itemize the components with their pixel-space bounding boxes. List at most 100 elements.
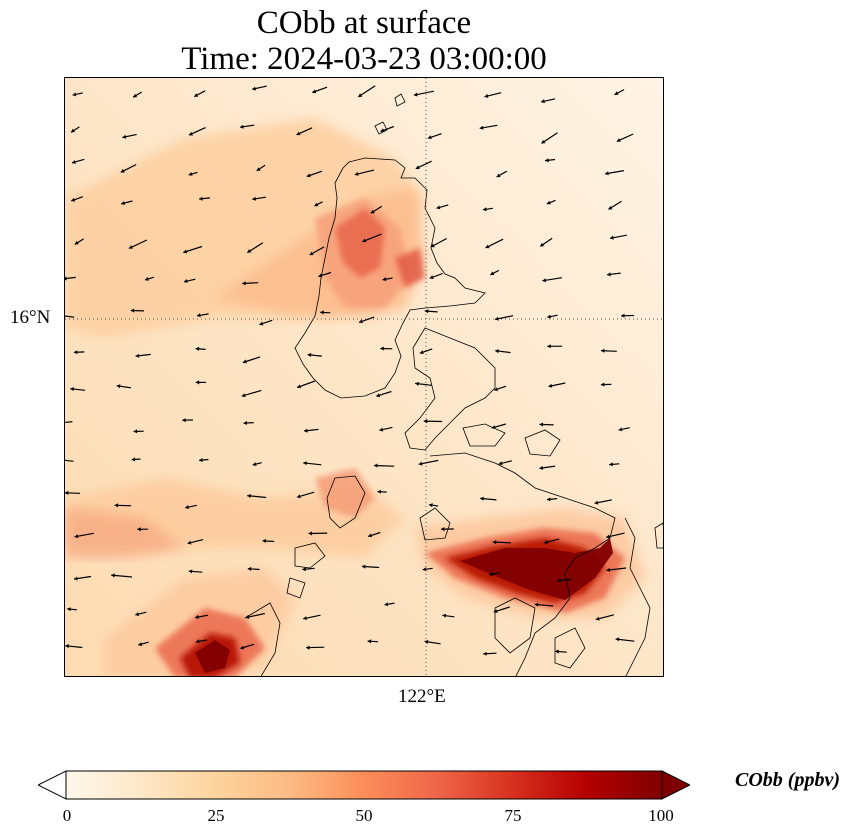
wind-arrow-head	[358, 93, 363, 97]
wind-arrow-head	[539, 422, 544, 427]
wind-arrow-head	[606, 534, 610, 539]
wind-arrow-head	[595, 616, 600, 621]
wind-arrow-head	[484, 93, 489, 98]
wind-arrow-head	[245, 614, 250, 619]
wind-arrow-head	[241, 393, 246, 398]
wind-arrow-head	[496, 173, 501, 178]
wind-arrow-head	[483, 651, 487, 656]
wind-vectors	[65, 85, 635, 656]
wind-arrow-head	[65, 490, 69, 495]
wind-arrow-head	[145, 277, 149, 281]
colorbar-label: CObb (ppbv)	[735, 769, 840, 791]
wind-arrow-head	[120, 168, 125, 173]
wind-arrow-head	[195, 380, 200, 385]
wind-arrow-head	[131, 457, 136, 462]
wind-arrow-head	[429, 503, 433, 508]
colorbar-min-extend	[36, 770, 67, 800]
wind-arrow-head	[359, 319, 363, 324]
wind-arrow-head	[606, 567, 610, 572]
wind-arrow-head	[262, 538, 267, 543]
wind-arrow-head	[133, 429, 138, 434]
wind-arrow-head	[368, 533, 373, 538]
wind-arrow-head	[546, 200, 551, 205]
wind-arrow-shaft	[65, 421, 73, 424]
wind-arrow-head	[252, 462, 257, 467]
wind-arrow-head	[243, 420, 247, 425]
wind-arrow-head	[73, 350, 78, 355]
wind-arrow-head	[424, 639, 429, 644]
wind-arrow-head	[540, 242, 545, 247]
wind-arrow-head	[242, 359, 247, 364]
colorbar-tick-75: 75	[504, 806, 522, 825]
wind-arrow-head	[194, 93, 199, 97]
wind-arrow-head	[240, 645, 245, 650]
wind-arrow-head	[67, 607, 71, 612]
wind-arrow-head	[312, 89, 317, 94]
wind-arrow-head	[197, 313, 201, 318]
wind-arrow-head	[71, 128, 75, 133]
wind-arrow-head	[297, 384, 301, 389]
wind-arrow-head	[306, 173, 311, 178]
wind-arrow-head	[354, 171, 359, 176]
wind-arrow-head	[539, 465, 544, 470]
colorbar	[36, 770, 692, 800]
wind-arrow-head	[594, 500, 599, 505]
map-title-line-1: CObb at surface	[256, 5, 472, 41]
wind-arrow-head	[304, 428, 308, 433]
wind-arrow-head	[557, 578, 561, 583]
wind-arrow-head	[308, 531, 313, 536]
wind-arrow-head	[541, 99, 545, 104]
wind-arrow-head	[547, 314, 551, 319]
wind-arrow-head	[377, 489, 381, 494]
wind-arrow-head	[607, 272, 611, 277]
wind-arrow-head	[252, 196, 256, 201]
colorbar-tick-25: 25	[207, 806, 225, 825]
wind-arrow-shaft	[111, 574, 133, 578]
wind-arrow-head	[616, 138, 621, 142]
wind-arrow-head	[188, 569, 193, 574]
wind-arrow-head	[418, 461, 423, 466]
wind-arrow-head	[65, 276, 67, 281]
wind-arrow-head	[72, 92, 77, 97]
colorbar-tick-0: 0	[62, 806, 72, 825]
wind-arrow-head	[380, 346, 384, 351]
wind-arrow-head	[492, 540, 497, 545]
wind-arrow-shaft	[65, 459, 74, 462]
wind-arrow-head	[621, 313, 625, 318]
wind-arrow-head	[195, 346, 200, 351]
longitude-tick-label: 122°E	[398, 686, 446, 707]
wind-arrow-head	[547, 497, 551, 502]
wind-arrow-head	[415, 165, 420, 170]
wind-arrow-head	[309, 251, 314, 256]
wind-arrow-head	[111, 573, 115, 578]
wind-arrow-head	[609, 462, 613, 467]
wind-arrow-head	[548, 383, 553, 388]
wind-arrow-head	[489, 572, 493, 577]
graticule-lines	[65, 78, 663, 676]
wind-arrow-head	[307, 352, 312, 357]
wind-arrow-head	[482, 207, 487, 212]
wind-arrow-head	[441, 527, 445, 532]
wind-arrow-head	[382, 277, 387, 282]
wind-arrow-head	[374, 463, 378, 468]
wind-arrow-head	[485, 244, 490, 249]
wind-arrow-head	[138, 642, 143, 647]
wind-arrow-head	[128, 245, 133, 249]
wind-arrow-head	[424, 309, 429, 314]
concentration-plumes	[65, 118, 645, 676]
wind-arrow-head	[370, 209, 375, 214]
wind-arrow-head	[114, 503, 119, 508]
wind-arrow-head	[495, 316, 499, 321]
wind-arrow-head	[199, 458, 203, 463]
colorbar-max-extend	[661, 770, 692, 800]
wind-arrow-head	[303, 461, 307, 466]
wind-arrow-head	[247, 566, 252, 571]
wind-arrow-head	[379, 427, 384, 432]
wind-arrow-head	[199, 196, 203, 201]
map-panel	[64, 77, 664, 677]
wind-arrow-head	[413, 92, 418, 97]
wind-arrow-head	[498, 461, 503, 466]
wind-arrow-head	[303, 616, 307, 621]
wind-arrow-head	[376, 393, 381, 398]
colorbar-tick-50: 50	[355, 806, 373, 825]
